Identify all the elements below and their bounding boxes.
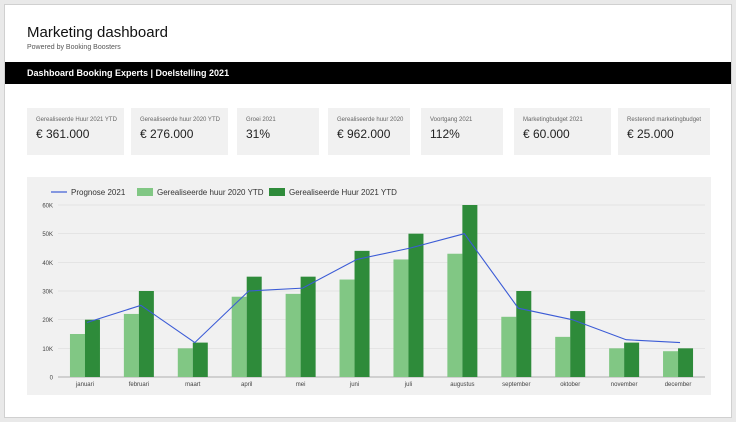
chart-legend: Prognose 2021 Gerealiseerde huur 2020 YT… <box>51 188 397 197</box>
bar-2021-januari[interactable] <box>84 319 100 377</box>
x-tick-label: oktober <box>560 382 580 388</box>
dashboard-page: Marketing dashboard Powered by Booking B… <box>4 4 732 418</box>
kpi-value: € 60.000 <box>523 127 570 141</box>
kpi-label: Voortgang 2021 <box>430 117 473 123</box>
x-tick-label: februari <box>129 382 149 388</box>
prognose-line-layer <box>86 233 681 344</box>
bar-2020-september[interactable] <box>501 316 517 377</box>
bar-2020-maart[interactable] <box>177 348 193 377</box>
bar-2020-januari[interactable] <box>69 334 85 377</box>
bar-2021-april[interactable] <box>246 276 262 377</box>
bar-2021-september[interactable] <box>516 291 532 377</box>
kpi-label: Gerealiseerde Huur 2021 YTD <box>36 117 117 123</box>
dashboard-banner: Dashboard Booking Experts | Doelstelling… <box>5 62 731 84</box>
x-tick-label: april <box>241 382 252 388</box>
kpi-label: Groei 2021 <box>246 117 276 123</box>
kpi-card-marketingbudget-2021[interactable]: Marketingbudget 2021 € 60.000 <box>514 108 611 155</box>
kpi-card-huur-2020-ytd[interactable]: Gerealiseerde huur 2020 YTD € 276.000 <box>131 108 228 155</box>
y-tick-label: 0 <box>50 376 54 382</box>
bar-2021-oktober[interactable] <box>570 311 586 377</box>
kpi-label: Marketingbudget 2021 <box>523 117 583 123</box>
page-subtitle: Powered by Booking Boosters <box>27 44 121 51</box>
bar-2021-maart[interactable] <box>192 342 208 377</box>
y-tick-label: 10K <box>42 347 53 353</box>
kpi-label: Gerealiseerde huur 2020 <box>337 117 404 123</box>
bar-2021-februari[interactable] <box>138 291 154 377</box>
bar-2020-april[interactable] <box>231 296 247 377</box>
bar-2020-november[interactable] <box>609 348 625 377</box>
bar-2020-mei[interactable] <box>285 293 301 377</box>
kpi-value: 31% <box>246 127 271 141</box>
kpi-value: € 962.000 <box>337 127 391 141</box>
bar-2021-juni[interactable] <box>354 250 370 377</box>
legend-label-2021: Gerealiseerde Huur 2021 YTD <box>289 188 397 197</box>
legend-label-2020: Gerealiseerde huur 2020 YTD <box>157 188 264 197</box>
kpi-label: Gerealiseerde huur 2020 YTD <box>140 117 220 123</box>
kpi-card-huur-2020[interactable]: Gerealiseerde huur 2020 € 962.000 <box>328 108 410 155</box>
bar-2020-juli[interactable] <box>393 259 409 377</box>
combo-chart: Prognose 2021 Gerealiseerde huur 2020 YT… <box>42 188 705 388</box>
x-tick-label: juli <box>404 382 412 388</box>
prognose-line[interactable] <box>86 233 681 344</box>
chart-gridlines <box>58 204 705 378</box>
x-axis: januari februari maart april mei juni juli augu… <box>75 382 691 388</box>
x-tick-label: december <box>665 382 692 388</box>
bar-2021-december[interactable] <box>678 348 694 377</box>
kpi-value: € 25.000 <box>627 127 674 141</box>
y-axis: 0 10K 20K 30K 40K 50K 60K <box>42 204 53 382</box>
y-tick-label: 50K <box>42 232 53 238</box>
x-tick-label: januari <box>75 382 94 388</box>
bar-2020-februari[interactable] <box>123 313 139 377</box>
x-tick-label: september <box>502 382 530 388</box>
bar-2021-juli[interactable] <box>408 233 424 377</box>
x-tick-label: mei <box>296 382 306 388</box>
kpi-value: € 276.000 <box>140 127 194 141</box>
kpi-card-groei-2021[interactable]: Groei 2021 31% <box>237 108 319 155</box>
bar-2020-oktober[interactable] <box>555 336 571 377</box>
y-tick-label: 30K <box>42 290 53 296</box>
bar-2021-november[interactable] <box>624 342 640 377</box>
y-tick-label: 60K <box>42 204 53 210</box>
bar-2020-juni[interactable] <box>339 279 355 377</box>
legend-swatch-2021 <box>269 188 285 196</box>
kpi-card-resterend-budget[interactable]: Resterend marketingbudget € 25.000 <box>618 108 710 155</box>
bar-2020-augustus[interactable] <box>447 253 463 377</box>
y-tick-label: 20K <box>42 318 53 324</box>
legend-swatch-2020 <box>137 188 153 196</box>
x-tick-label: augustus <box>450 382 474 388</box>
kpi-card-huur-2021-ytd[interactable]: Gerealiseerde Huur 2021 YTD € 361.000 <box>27 108 124 155</box>
kpi-value: € 361.000 <box>36 127 90 141</box>
x-tick-label: november <box>611 382 638 388</box>
bar-2021-augustus[interactable] <box>462 205 478 377</box>
y-tick-label: 40K <box>42 261 53 267</box>
chart-panel: Prognose 2021 Gerealiseerde huur 2020 YT… <box>27 177 711 395</box>
kpi-card-voortgang-2021[interactable]: Voortgang 2021 112% <box>421 108 503 155</box>
legend-label-prognose: Prognose 2021 <box>71 188 126 197</box>
bar-2020-december[interactable] <box>663 351 679 377</box>
kpi-value: 112% <box>430 127 460 141</box>
bar-2021-mei[interactable] <box>300 276 316 377</box>
x-tick-label: maart <box>185 382 201 388</box>
page-title: Marketing dashboard <box>27 24 168 41</box>
kpi-label: Resterend marketingbudget <box>627 117 702 123</box>
chart-bars <box>69 205 694 377</box>
x-tick-label: juni <box>349 382 359 388</box>
